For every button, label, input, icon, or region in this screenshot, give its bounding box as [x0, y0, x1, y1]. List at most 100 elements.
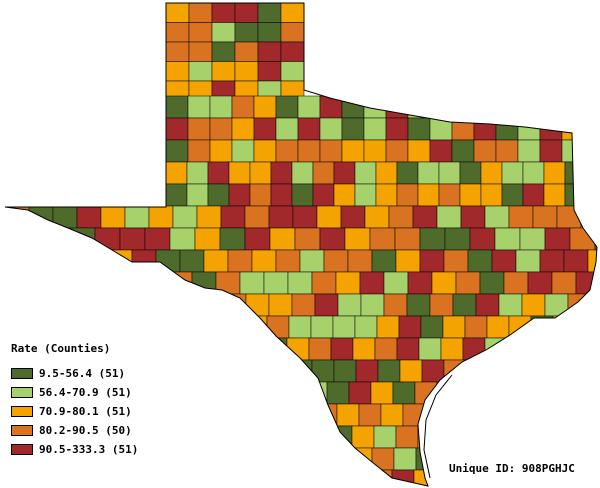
county-polygon [354, 315, 378, 339]
county-polygon [539, 95, 563, 119]
county-polygon [187, 117, 211, 141]
legend-swatch [11, 406, 33, 417]
county-polygon [297, 139, 321, 163]
county-polygon [107, 249, 133, 273]
county-polygon [415, 447, 426, 471]
county-polygon [253, 95, 277, 119]
county-polygon [209, 117, 233, 141]
county-polygon [392, 381, 416, 405]
county-polygon [155, 249, 181, 273]
county-polygon [314, 293, 339, 317]
county-polygon [319, 95, 343, 119]
county-polygon [519, 227, 546, 251]
county-polygon [388, 205, 414, 229]
county-polygon [431, 271, 457, 295]
county-polygon [165, 139, 189, 163]
county-polygon [517, 139, 541, 163]
county-polygon [491, 249, 517, 273]
unique-id-label: Unique ID: 908PGHJC [449, 462, 575, 475]
county-polygon [100, 205, 126, 229]
county-polygon [459, 161, 482, 185]
county-polygon [515, 249, 541, 273]
county-polygon [219, 227, 246, 251]
county-polygon [275, 139, 299, 163]
legend-title: Rate (Counties) [11, 342, 111, 355]
county-polygon [253, 139, 277, 163]
county-polygon [207, 183, 230, 207]
county-polygon [421, 359, 445, 383]
county-polygon [275, 117, 299, 141]
county-polygon [402, 403, 426, 427]
county-polygon [169, 227, 196, 251]
county-polygon [455, 271, 481, 295]
county-polygon [165, 22, 190, 43]
county-polygon [419, 249, 445, 273]
county-polygon [19, 227, 46, 251]
county-polygon [172, 205, 198, 229]
county-polygon [188, 22, 213, 43]
county-polygon [165, 183, 188, 207]
county-polygon [44, 227, 71, 251]
county-polygon [194, 227, 221, 251]
county-polygon [369, 227, 396, 251]
county-polygon [211, 61, 236, 82]
county-polygon [333, 359, 357, 383]
county-polygon [311, 271, 337, 295]
county-polygon [475, 293, 500, 317]
county-polygon [188, 3, 213, 23]
county-polygon [119, 271, 145, 295]
county-polygon [543, 183, 566, 207]
county-polygon [165, 161, 188, 185]
county-polygon [270, 161, 293, 185]
county-polygon [326, 381, 350, 405]
county-polygon [234, 22, 259, 43]
county-polygon [352, 337, 376, 361]
county-polygon [508, 315, 532, 339]
county-polygon [292, 205, 318, 229]
county-polygon [179, 249, 205, 273]
county-polygon [407, 139, 431, 163]
state-outline [4, 2, 598, 487]
county-polygon [503, 271, 529, 295]
county-polygon [438, 161, 461, 185]
county-polygon [385, 139, 409, 163]
legend-label: 80.2-90.5 (50) [39, 424, 132, 437]
county-polygon [165, 41, 190, 62]
county-polygon [460, 205, 486, 229]
county-polygon [580, 205, 591, 229]
county-polygon [508, 205, 534, 229]
legend-swatch [11, 444, 33, 455]
county-polygon [395, 249, 421, 273]
county-polygon [532, 205, 558, 229]
county-polygon [396, 337, 420, 361]
county-polygon [377, 359, 401, 383]
county-polygon [257, 61, 282, 82]
county-polygon [451, 139, 475, 163]
county-polygon [124, 205, 150, 229]
county-polygon [310, 315, 334, 339]
county-polygon [211, 3, 236, 23]
county-polygon [165, 95, 189, 119]
county-polygon [522, 183, 545, 207]
county-polygon [444, 227, 471, 251]
county-polygon [231, 139, 255, 163]
county-polygon [336, 403, 360, 427]
county-polygon [187, 139, 211, 163]
county-polygon [199, 293, 224, 317]
county-polygon [420, 315, 444, 339]
county-polygon [395, 425, 419, 449]
county-polygon [501, 161, 524, 185]
county-polygon [539, 249, 565, 273]
legend-item: 90.5-333.3 (51) [11, 440, 211, 459]
county-polygon [360, 293, 385, 317]
county-polygon [188, 41, 213, 62]
county-polygon [215, 271, 241, 295]
legend-label: 90.5-333.3 (51) [39, 443, 139, 456]
county-polygon [227, 249, 253, 273]
county-polygon [465, 359, 481, 383]
county-polygon [312, 161, 335, 185]
county-polygon [308, 337, 332, 361]
county-polygon [52, 205, 78, 229]
county-polygon [521, 293, 546, 317]
